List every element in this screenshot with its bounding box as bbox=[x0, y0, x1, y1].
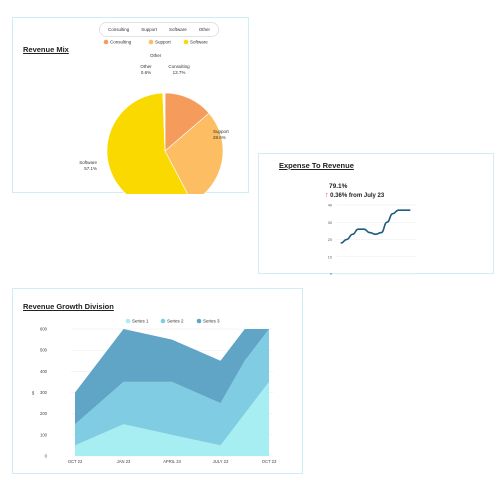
pie-label-name-software: Software bbox=[79, 160, 97, 165]
pie-label-value-other: 0.6% bbox=[141, 70, 151, 75]
pie-label-value-consulting: 13.7% bbox=[173, 70, 186, 75]
expense-y-tick: 10 bbox=[328, 255, 332, 259]
legend-label-support: Support bbox=[155, 40, 172, 45]
expense-line-chart: 40 30 20 10 0 bbox=[328, 204, 417, 276]
expense-point bbox=[409, 209, 411, 211]
legend-marker-software bbox=[183, 39, 189, 45]
legend-marker-series-3 bbox=[196, 318, 202, 324]
expense-y-tick: 40 bbox=[328, 204, 332, 208]
expense-point bbox=[340, 242, 342, 244]
revenue-mix-pie-chart: Consulting Support Software Other Consultin… bbox=[79, 39, 230, 194]
growth-y-tick: 100 bbox=[40, 432, 48, 437]
pie-label-value-support: 28.6% bbox=[213, 135, 226, 140]
expense-point bbox=[357, 228, 359, 230]
revenue-mix-title: Revenue Mix bbox=[23, 45, 69, 54]
growth-x-tick: APRIL 23 bbox=[163, 459, 181, 464]
growth-card: Revenue Growth Division Series 1 Series 2… bbox=[12, 288, 303, 474]
pie-slice-other[interactable] bbox=[162, 92, 166, 152]
expense-title: Expense To Revenue bbox=[279, 161, 354, 170]
expense-point bbox=[386, 221, 388, 223]
expense-point bbox=[369, 232, 371, 234]
expense-kpi-value: 79.1% bbox=[329, 183, 348, 190]
tab-support[interactable]: Support bbox=[141, 27, 158, 32]
growth-y-tick: 0 bbox=[45, 454, 48, 459]
legend-label-other: Other bbox=[150, 53, 162, 58]
legend-label-consulting: Consulting bbox=[110, 40, 132, 45]
pie-slice-support[interactable] bbox=[164, 112, 224, 194]
revenue-mix-tabs: Consulting Support Software Other bbox=[99, 22, 220, 37]
tab-consulting[interactable]: Consulting bbox=[108, 27, 130, 32]
legend-label-software: Software bbox=[190, 40, 208, 45]
growth-y-tick: 300 bbox=[40, 390, 48, 395]
expense-point bbox=[351, 233, 354, 235]
growth-y-tick: 200 bbox=[40, 411, 48, 416]
expense-point bbox=[392, 213, 394, 215]
legend-label-series-3: Series 3 bbox=[203, 319, 220, 324]
legend-marker-series-2 bbox=[160, 318, 166, 324]
legend-marker-support bbox=[148, 39, 154, 45]
arrow-up-icon: ↑ bbox=[325, 192, 329, 199]
growth-x-tick: OCT 23 bbox=[262, 459, 277, 464]
legend-label-series-2: Series 2 bbox=[167, 319, 184, 324]
pie-label-name-consulting: Consulting bbox=[168, 64, 190, 69]
pie-slice-software[interactable] bbox=[106, 92, 192, 194]
growth-x-tick: JAN 23 bbox=[117, 459, 131, 464]
growth-y-tick: 500 bbox=[40, 348, 48, 353]
pie-label-name-other: Other bbox=[140, 64, 152, 69]
expense-point bbox=[397, 209, 400, 211]
expense-point bbox=[346, 238, 348, 241]
growth-x-tick: JULY 23 bbox=[213, 459, 229, 464]
expense-series-line bbox=[340, 209, 410, 244]
growth-area-chart: Series 1 Series 2 Series 3 600 500 400 300 200… bbox=[32, 318, 277, 464]
area-series-1[interactable] bbox=[75, 381, 269, 456]
growth-x-tick: OCT 22 bbox=[68, 459, 83, 464]
legend-marker-consulting bbox=[103, 39, 109, 45]
expense-kpi-change: ↑ 0.36% from July 23 bbox=[325, 192, 384, 199]
area-series-3[interactable] bbox=[75, 329, 269, 425]
legend-marker-series-1 bbox=[125, 318, 131, 324]
growth-y-axis-label: $ bbox=[32, 391, 35, 396]
expense-kpi-change-text: 0.36% from July 23 bbox=[330, 193, 385, 199]
growth-y-tick: 400 bbox=[40, 369, 48, 374]
revenue-mix-card: Consulting Support Software Other Revenu… bbox=[12, 17, 249, 194]
area-series-2[interactable] bbox=[75, 329, 269, 446]
pie-label-name-support: Support bbox=[213, 129, 230, 134]
growth-title: Revenue Growth Division bbox=[23, 302, 114, 311]
pie-label-value-software: 57.1% bbox=[84, 166, 97, 171]
expense-y-tick: 0 bbox=[330, 273, 332, 276]
expense-card: Expense To Revenue 79.1% ↑ 0.36% from Ju… bbox=[258, 153, 494, 276]
expense-point bbox=[403, 209, 405, 211]
expense-point bbox=[380, 232, 382, 234]
tab-software[interactable]: Software bbox=[169, 27, 187, 32]
legend-label-series-1: Series 1 bbox=[132, 319, 149, 324]
tab-other[interactable]: Other bbox=[198, 27, 211, 32]
expense-point bbox=[374, 233, 377, 235]
expense-y-tick: 30 bbox=[328, 221, 332, 225]
expense-y-tick: 20 bbox=[328, 238, 332, 242]
growth-y-tick: 600 bbox=[40, 327, 48, 332]
expense-point bbox=[363, 228, 365, 230]
